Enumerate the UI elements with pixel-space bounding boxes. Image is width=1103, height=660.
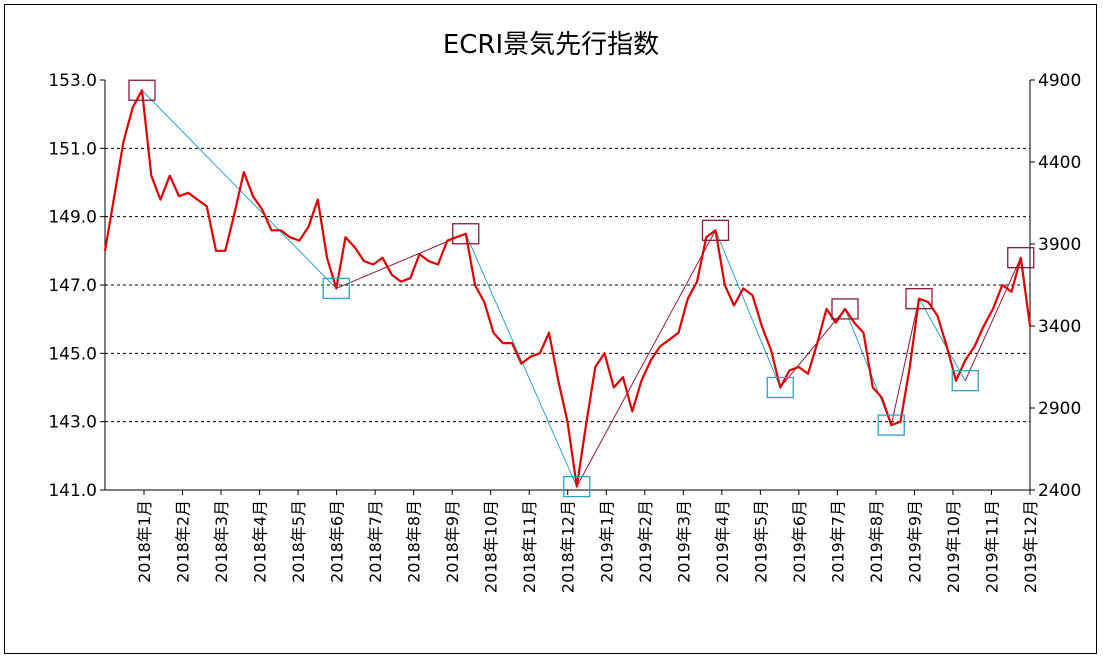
cycle-line bbox=[964, 257, 1022, 381]
peak-marker bbox=[701, 219, 730, 241]
x-tick-label: 2018年1月 bbox=[135, 500, 154, 583]
y2-tick-label: 4400 bbox=[1038, 153, 1081, 173]
y-tick-label: 143.0 bbox=[48, 413, 97, 433]
x-axis-labels: 2018年1月 2018年2月 2018年3月 2018年4月 2018年5月 2018年… bbox=[135, 490, 1040, 593]
x-tick-label: 2018年7月 bbox=[366, 500, 385, 583]
x-tick-label: 2019年7月 bbox=[828, 500, 847, 583]
trough-marker bbox=[563, 475, 591, 498]
x-tick-label: 2018年8月 bbox=[405, 500, 424, 583]
cycle-line bbox=[890, 298, 920, 426]
cycle-line bbox=[465, 233, 578, 487]
x-tick-label: 2018年9月 bbox=[443, 500, 462, 583]
y2-tick-label: 4900 bbox=[1038, 71, 1081, 91]
x-tick-label: 2018年12月 bbox=[559, 500, 578, 593]
gridlines bbox=[105, 147, 1030, 423]
peak-marker bbox=[128, 79, 156, 101]
x-tick-label: 2019年1月 bbox=[597, 500, 616, 583]
y-tick-label: 147.0 bbox=[48, 276, 97, 296]
cycle-line bbox=[715, 230, 781, 388]
trough-marker bbox=[322, 277, 350, 300]
x-tick-label: 2019年6月 bbox=[790, 500, 809, 583]
x-tick-label: 2019年2月 bbox=[636, 500, 655, 583]
peak-marker bbox=[905, 288, 933, 310]
y-tick-label: 151.0 bbox=[48, 139, 97, 159]
y-tick-label: 149.0 bbox=[48, 208, 97, 228]
series-line bbox=[103, 89, 1032, 488]
y-tick-label: 141.0 bbox=[48, 481, 97, 501]
cycle-line bbox=[918, 298, 966, 381]
x-tick-label: 2019年9月 bbox=[905, 500, 924, 583]
x-tick-label: 2019年3月 bbox=[674, 500, 693, 583]
cycle-line bbox=[336, 233, 466, 289]
x-tick-label: 2018年6月 bbox=[328, 500, 347, 583]
x-tick-label: 2018年11月 bbox=[520, 500, 539, 593]
x-tick-label: 2018年3月 bbox=[212, 500, 231, 583]
x-tick-label: 2019年5月 bbox=[751, 500, 770, 583]
series bbox=[103, 89, 1032, 488]
peak-marker bbox=[831, 298, 859, 320]
ecri-chart: ECRI景気先行指数 141.0 143.0 145.0 147.0 149.0 151.… bbox=[48, 30, 1081, 593]
chart-frame: ECRI景気先行指数 141.0 143.0 145.0 147.0 149.0 151.… bbox=[4, 4, 1097, 654]
y-axis-right-labels: 2400 2900 3400 3900 4400 4900 bbox=[1030, 71, 1081, 501]
x-tick-label: 2019年4月 bbox=[713, 500, 732, 583]
y2-tick-label: 2900 bbox=[1038, 399, 1081, 419]
trough-marker bbox=[951, 370, 979, 392]
peak-marker bbox=[1007, 247, 1035, 269]
x-tick-label: 2019年11月 bbox=[982, 500, 1001, 593]
x-tick-label: 2018年5月 bbox=[289, 500, 308, 583]
y-axis-left-labels: 141.0 143.0 145.0 147.0 149.0 151.0 153.0 bbox=[48, 71, 105, 501]
cycle-markers bbox=[128, 79, 1035, 498]
y-tick-label: 145.0 bbox=[48, 344, 97, 364]
y-tick-label: 153.0 bbox=[48, 71, 97, 91]
cycle-lines bbox=[141, 89, 1022, 487]
x-tick-label: 2019年10月 bbox=[944, 500, 963, 593]
peak-marker bbox=[452, 223, 480, 245]
x-tick-label: 2019年8月 bbox=[867, 500, 886, 583]
trough-marker bbox=[766, 376, 794, 399]
trough-marker bbox=[877, 414, 905, 436]
x-tick-label: 2018年2月 bbox=[174, 500, 193, 583]
y2-tick-label: 3400 bbox=[1038, 317, 1081, 337]
x-tick-label: 2018年4月 bbox=[251, 500, 270, 583]
x-tick-label: 2019年12月 bbox=[1021, 500, 1040, 593]
y2-tick-label: 2400 bbox=[1038, 481, 1081, 501]
y2-tick-label: 3900 bbox=[1038, 235, 1081, 255]
chart-title: ECRI景気先行指数 bbox=[443, 30, 659, 60]
cycle-line bbox=[576, 230, 716, 487]
x-tick-label: 2018年10月 bbox=[482, 500, 501, 593]
